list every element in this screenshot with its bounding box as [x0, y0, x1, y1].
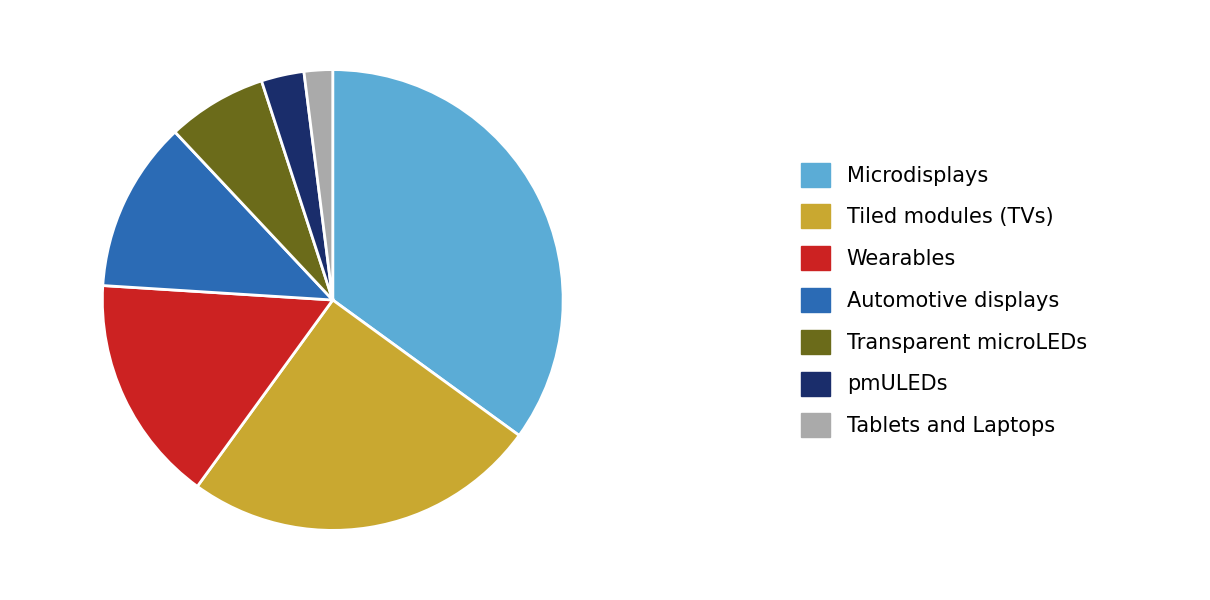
Wedge shape [304, 70, 333, 300]
Wedge shape [103, 132, 333, 300]
Legend: Microdisplays, Tiled modules (TVs), Wearables, Automotive displays, Transparent : Microdisplays, Tiled modules (TVs), Wear… [793, 154, 1095, 446]
Wedge shape [103, 286, 333, 487]
Wedge shape [197, 300, 519, 530]
Wedge shape [175, 81, 333, 300]
Wedge shape [261, 71, 333, 300]
Wedge shape [333, 70, 563, 436]
